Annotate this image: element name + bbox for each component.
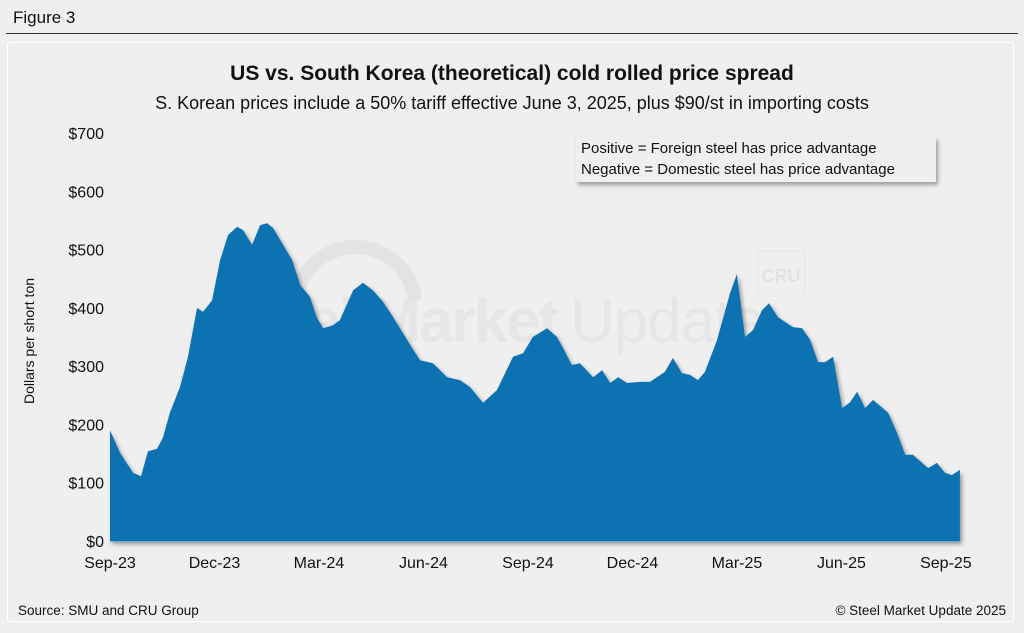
legend-negative: Negative = Domestic steel has price adva…	[581, 161, 895, 178]
x-tick-label: Dec-24	[607, 555, 659, 572]
y-tick-label: $600	[68, 184, 104, 201]
figure-label: Figure 3	[13, 8, 76, 27]
y-tick-label: $400	[68, 301, 104, 318]
chart-title: US vs. South Korea (theoretical) cold ro…	[230, 62, 794, 85]
y-axis-label: Dollars per short ton	[21, 277, 37, 405]
source-note: Source: SMU and CRU Group	[18, 603, 199, 618]
chart-subtitle: S. Korean prices include a 50% tariff ef…	[155, 93, 869, 113]
y-tick-label: $300	[68, 359, 104, 376]
x-tick-label: Sep-23	[84, 555, 136, 572]
x-tick-label: Dec-23	[189, 555, 241, 572]
legend-positive: Positive = Foreign steel has price advan…	[581, 140, 877, 157]
x-tick-label: Mar-25	[712, 555, 763, 572]
figure-divider	[6, 33, 1018, 34]
x-tick-label: Sep-24	[502, 555, 554, 572]
y-tick-label: $500	[68, 243, 104, 260]
x-tick-label: Jun-24	[399, 555, 448, 572]
spread-area	[110, 223, 960, 542]
y-tick-label: $200	[68, 417, 104, 434]
x-tick-label: Jun-25	[817, 555, 866, 572]
y-tick-label: $100	[68, 476, 104, 493]
x-tick-label: Mar-24	[294, 555, 345, 572]
x-tick-label: Sep-25	[920, 555, 972, 572]
chart-panel	[7, 42, 1014, 622]
y-tick-label: $0	[86, 534, 104, 551]
y-tick-label: $700	[68, 126, 104, 143]
legend-box: Positive = Foreign steel has price advan…	[576, 137, 936, 182]
svg-text:CRU: CRU	[762, 266, 801, 286]
copyright-note: © Steel Market Update 2025	[835, 603, 1006, 618]
